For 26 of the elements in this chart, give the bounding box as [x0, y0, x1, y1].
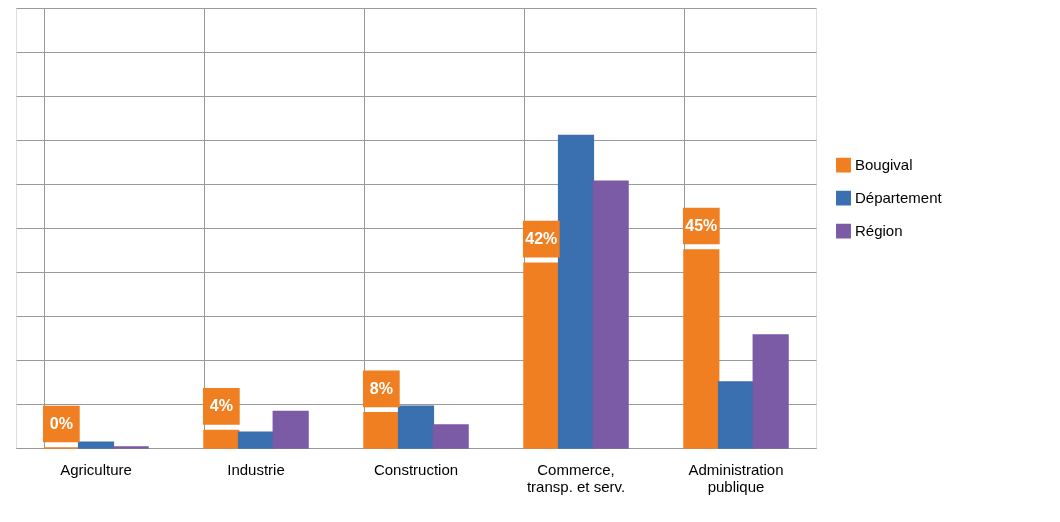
x-tick-label: Administration publique [688, 460, 784, 495]
data-label: 45% [685, 217, 718, 234]
bar [557, 134, 595, 449]
bar [683, 249, 720, 449]
legend-label: Département [855, 189, 943, 207]
bar [237, 431, 275, 449]
bar [77, 441, 115, 449]
x-tick-label: Commerce, transp. et serv. [526, 460, 626, 495]
bar [717, 381, 755, 449]
x-tick-label: Construction [373, 460, 459, 478]
data-label: 4% [209, 397, 233, 415]
legend-label: Région [855, 222, 903, 240]
data-label: 42% [525, 230, 558, 248]
bar [523, 262, 560, 449]
bar [203, 429, 240, 449]
bar [592, 180, 629, 449]
bar [397, 405, 435, 449]
bar [363, 412, 400, 449]
data-label: 8% [369, 379, 393, 397]
bar [272, 410, 309, 449]
legend-label: Bougival [855, 156, 913, 174]
x-tick-label: Industrie [227, 460, 285, 478]
data-label: 0% [49, 415, 73, 432]
bar [432, 424, 469, 449]
x-tick-label: Agriculture [60, 460, 132, 478]
bar [752, 334, 789, 449]
